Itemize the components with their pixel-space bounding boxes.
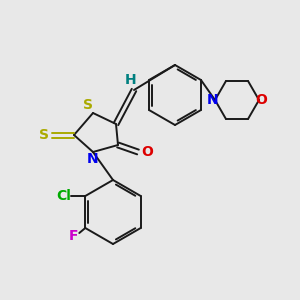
Text: S: S bbox=[39, 128, 49, 142]
Text: H: H bbox=[125, 73, 137, 87]
Text: F: F bbox=[68, 229, 78, 243]
Text: Cl: Cl bbox=[56, 189, 71, 203]
Text: N: N bbox=[207, 93, 219, 107]
Text: N: N bbox=[87, 152, 99, 166]
Text: S: S bbox=[83, 98, 93, 112]
Text: O: O bbox=[141, 145, 153, 159]
Text: O: O bbox=[255, 93, 267, 107]
